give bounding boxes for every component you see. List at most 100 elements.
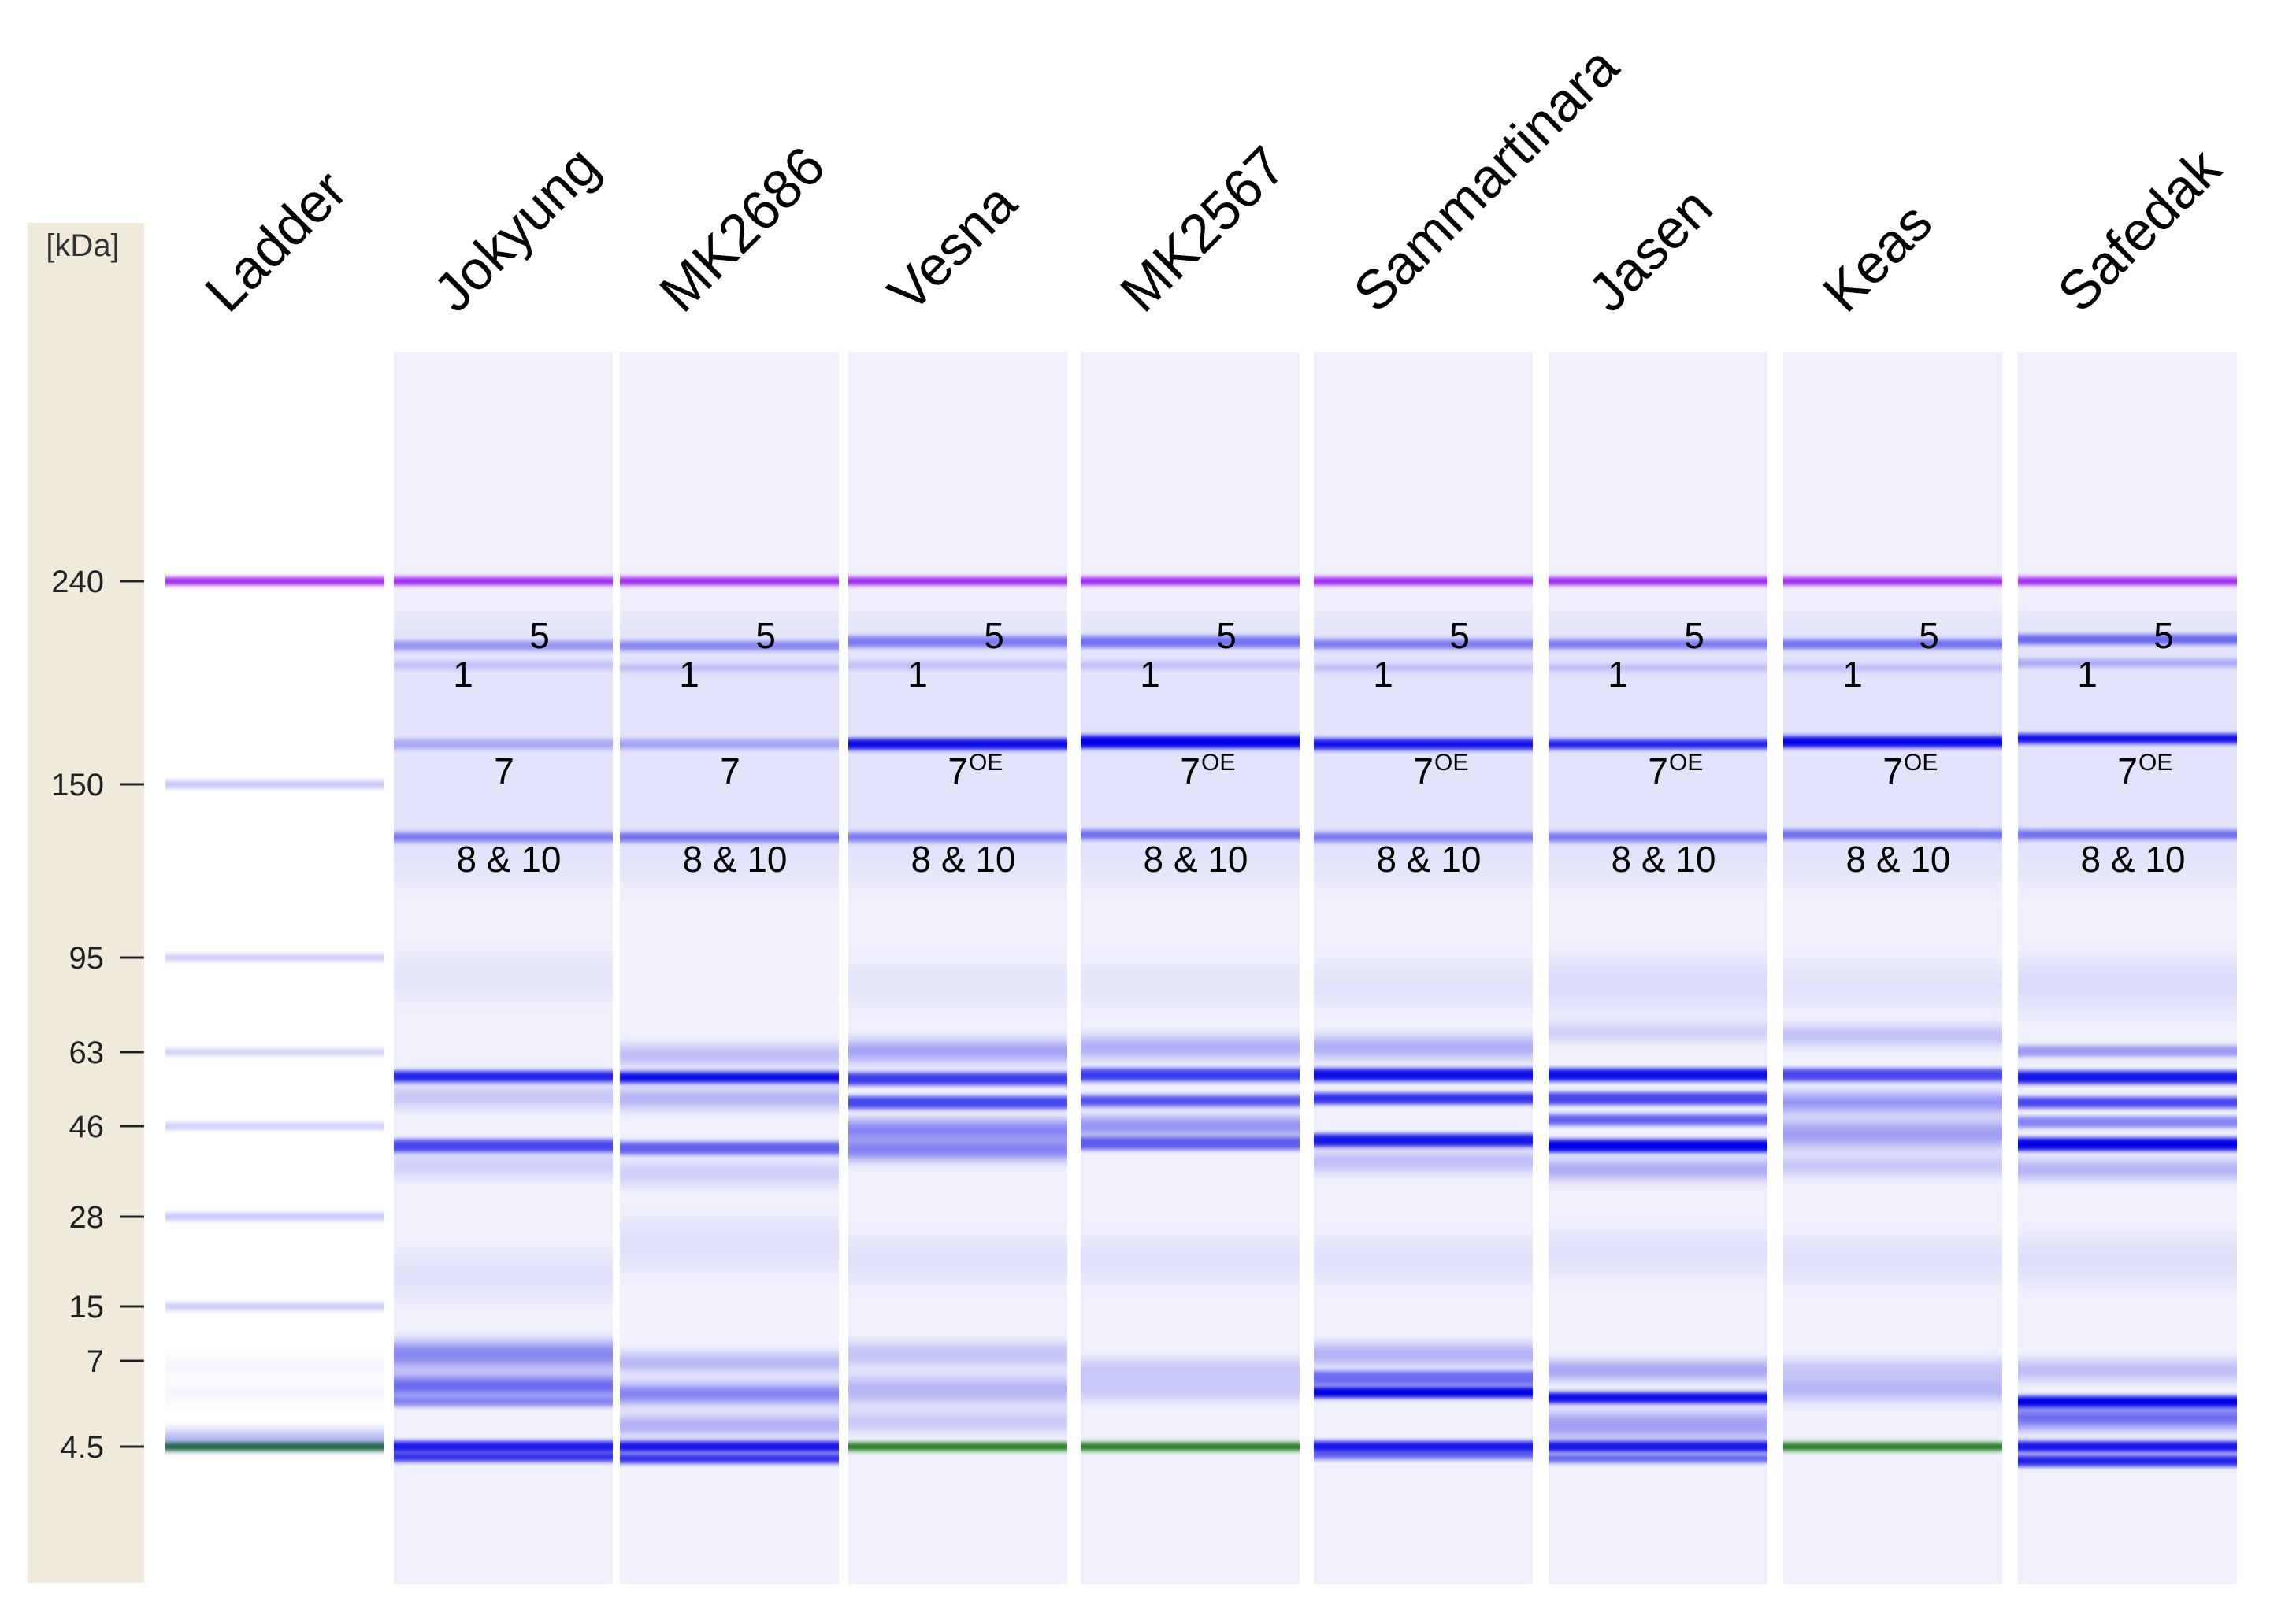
protein-band	[1549, 1140, 1767, 1152]
protein-band	[620, 1225, 839, 1264]
band-label-5: 5	[984, 615, 1004, 656]
lane-safedak	[2018, 352, 2237, 1584]
protein-band	[620, 832, 839, 842]
protein-band	[1314, 1387, 1533, 1398]
lane-jokyung	[394, 352, 613, 1584]
protein-band	[1314, 1451, 1533, 1459]
upper-marker-band	[1549, 577, 1767, 585]
protein-band	[848, 1122, 1067, 1138]
protein-band	[1783, 1244, 2002, 1276]
protein-band	[1549, 965, 1767, 1004]
protein-band	[1549, 1414, 1767, 1437]
axis-unit-label: [kDa]	[46, 228, 119, 263]
protein-band	[394, 1260, 613, 1292]
protein-band	[620, 1091, 839, 1106]
protein-band	[1081, 1360, 1300, 1380]
protein-band	[620, 641, 839, 650]
protein-band	[1549, 639, 1767, 649]
band-label-8-10: 8 & 10	[1144, 839, 1248, 880]
band-label-7: 7	[494, 750, 514, 791]
protein-band	[1783, 1095, 2002, 1110]
lane-background	[1783, 352, 2002, 1584]
band-label-8-10: 8 & 10	[911, 839, 1016, 880]
band-label-1: 1	[679, 654, 699, 695]
protein-band	[620, 1355, 839, 1369]
protein-band	[394, 1071, 613, 1082]
lane-label: Jokyung	[421, 135, 610, 324]
protein-band	[394, 1140, 613, 1152]
protein-band	[2018, 1441, 2237, 1452]
protein-band	[620, 1072, 839, 1083]
protein-band	[2018, 1117, 2237, 1128]
protein-band	[1081, 1119, 1300, 1133]
protein-band	[1783, 1362, 2002, 1379]
protein-band	[620, 1387, 839, 1401]
band-label-1: 1	[1842, 654, 1863, 695]
protein-band	[1314, 1346, 1533, 1363]
axis-tick-label: 95	[69, 941, 105, 976]
lane-labels: Ladder Jokyung MK2686 Vesna MK2567 Sammartina…	[193, 35, 2232, 324]
protein-band	[2018, 659, 2237, 667]
protein-band	[1081, 1382, 1300, 1398]
protein-band	[2018, 1046, 2237, 1057]
protein-band	[848, 1042, 1067, 1061]
protein-band	[848, 1244, 1067, 1276]
lower-marker-band	[1081, 1443, 1300, 1451]
protein-band	[165, 1213, 384, 1221]
protein-band	[1081, 636, 1300, 647]
upper-marker-band	[394, 577, 613, 585]
protein-band	[1314, 1038, 1533, 1057]
upper-marker-band	[165, 577, 384, 585]
protein-band	[1783, 736, 2002, 747]
protein-band	[165, 1048, 384, 1056]
protein-band	[620, 1454, 839, 1463]
protein-band	[1314, 1441, 1533, 1452]
band-label-7: 7	[1882, 750, 1903, 791]
band-label-1: 1	[453, 654, 473, 695]
lane-label: Ladder	[193, 158, 358, 323]
protein-band	[1783, 1158, 2002, 1173]
band-label-5: 5	[755, 615, 776, 656]
protein-band	[165, 780, 384, 788]
protein-band	[848, 1414, 1067, 1429]
upper-marker-band	[1783, 577, 2002, 585]
band-label-1: 1	[1608, 654, 1628, 695]
upper-marker-band	[2018, 577, 2237, 585]
protein-band	[1783, 639, 2002, 649]
lower-marker-band	[848, 1443, 1067, 1451]
axis-tick-label: 4.5	[60, 1430, 104, 1465]
protein-band	[394, 641, 613, 650]
lane-keas	[1783, 352, 2002, 1584]
lane-label: MK2567	[1108, 135, 1297, 324]
protein-band	[620, 664, 839, 672]
protein-band	[2018, 1362, 2237, 1378]
protein-band	[2018, 1396, 2237, 1407]
protein-band	[2018, 965, 2237, 1004]
protein-band	[1081, 1137, 1300, 1150]
lane-label: MK2686	[647, 135, 836, 324]
protein-band	[1549, 1069, 1767, 1081]
protein-band	[2018, 1138, 2237, 1151]
protein-band	[2018, 734, 2237, 743]
band-label-1: 1	[1140, 654, 1160, 695]
protein-band	[620, 1047, 839, 1063]
protein-band	[1081, 1069, 1300, 1081]
protein-band	[1549, 739, 1767, 749]
protein-band	[2018, 1071, 2237, 1084]
band-label-7-superscript: OE	[1669, 750, 1703, 776]
band-label-8-10: 8 & 10	[683, 839, 788, 880]
protein-band	[1549, 1236, 1767, 1268]
protein-band	[2018, 830, 2237, 839]
protein-band	[165, 1432, 384, 1447]
axis-tick-label: 28	[69, 1200, 105, 1235]
protein-band	[1081, 1095, 1300, 1106]
lanes	[165, 352, 2237, 1584]
protein-band	[620, 1441, 839, 1452]
protein-band	[1314, 664, 1533, 672]
lane-mk2567	[1081, 352, 1300, 1584]
protein-band	[848, 1096, 1067, 1109]
lane-sammartinara	[1314, 352, 1533, 1584]
axis-tick-label: 150	[51, 768, 104, 802]
lane-jasen	[1549, 352, 1767, 1584]
